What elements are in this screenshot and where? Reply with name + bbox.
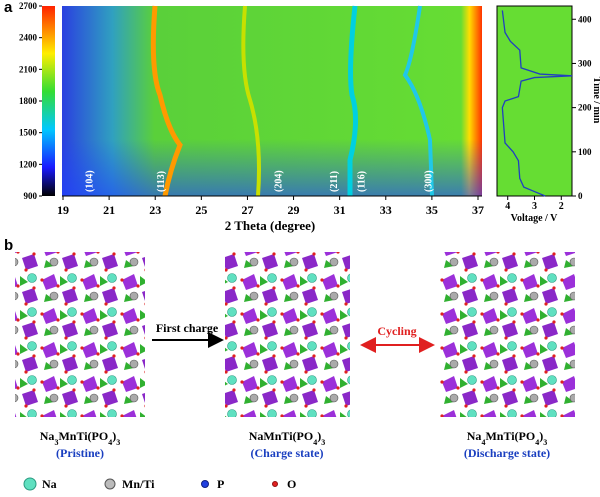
x-axis-label: 2 Theta (degree) (225, 218, 316, 233)
y-tick-label: 0 (578, 191, 583, 201)
colorbar-tick-label: 2100 (19, 64, 38, 74)
legend-label: Mn/Ti (122, 477, 155, 491)
x-tick-label: 27 (241, 203, 253, 217)
legend-marker (201, 480, 209, 488)
state-label: (Discharge state) (464, 446, 550, 460)
peak-label: (211) (329, 171, 340, 192)
x-axis-label: Voltage / V (511, 213, 558, 224)
formula-part: ) (539, 429, 543, 443)
formula-part: ) (317, 429, 321, 443)
legend-label: P (217, 477, 224, 491)
formula-part: 3 (321, 438, 325, 447)
y-axis-label: Time / min (591, 77, 600, 124)
x-tick-label: 33 (380, 203, 392, 217)
colorbar-tick-label: 2400 (19, 33, 38, 43)
formula-part: 4 (481, 438, 485, 447)
voltage-curve (501, 10, 573, 197)
x-tick-label: 21 (103, 203, 115, 217)
formula-part: MnTi(PO (58, 429, 108, 443)
panel-label: a (4, 0, 13, 16)
formula-part: Na (40, 429, 55, 443)
peak-trace (150, 5, 183, 197)
legend-marker (104, 478, 116, 490)
formula-part: 4 (535, 438, 539, 447)
y-tick-label: 300 (578, 58, 592, 68)
colorbar-tick-label: 900 (24, 191, 38, 201)
peak-trace (241, 5, 261, 197)
formula-part: 3 (543, 438, 547, 447)
legend-marker (272, 481, 278, 487)
legend-label: O (287, 477, 296, 491)
formula-part: Na (467, 429, 482, 443)
state-label: (Pristine) (56, 446, 104, 460)
legend-marker (23, 477, 37, 491)
peak-label: (204) (273, 170, 284, 192)
peak-label: (300) (423, 170, 434, 192)
crystal-structure (15, 252, 145, 417)
formula-part: NaMnTi(PO (249, 429, 313, 443)
peak-label: (113) (156, 171, 167, 192)
crystal-structure (225, 252, 350, 417)
formula-part: 3 (116, 438, 120, 447)
peak-label: (104) (84, 170, 95, 192)
arrow-label: First charge (156, 321, 219, 335)
crystal-structure (440, 252, 575, 417)
colorbar (42, 6, 55, 196)
x-tick-label: 37 (472, 203, 484, 217)
x-tick-label: 31 (334, 203, 346, 217)
arrow-label: Cycling (377, 324, 416, 338)
peak-trace (347, 5, 359, 196)
x-tick-label: 2 (559, 201, 564, 212)
colorbar-tick-label: 1800 (19, 96, 38, 106)
x-tick-label: 25 (195, 203, 207, 217)
formula: Na3MnTi(PO4)3 (40, 429, 120, 447)
colorbar-tick-label: 1500 (19, 128, 38, 138)
colorbar-tick-label: 1200 (19, 159, 38, 169)
formula: Na4MnTi(PO4)3 (467, 429, 547, 447)
peak-label: (116) (356, 171, 367, 192)
colorbar-tick-label: 2700 (19, 1, 38, 11)
state-label: (Charge state) (251, 446, 324, 460)
formula-part: ) (112, 429, 116, 443)
formula: NaMnTi(PO4)3 (249, 429, 325, 447)
panel-label: b (4, 237, 13, 254)
y-tick-label: 200 (578, 103, 592, 113)
formula-part: MnTi(PO (485, 429, 535, 443)
formula-part: 4 (108, 438, 112, 447)
x-tick-label: 19 (57, 203, 69, 217)
y-tick-label: 100 (578, 147, 592, 157)
x-tick-label: 3 (532, 201, 537, 212)
x-tick-label: 4 (505, 201, 510, 212)
legend-label: Na (42, 477, 57, 491)
heatmap-shade (62, 6, 482, 196)
peak-trace (402, 5, 434, 197)
voltage-panel (496, 5, 573, 197)
formula-part: 4 (313, 438, 317, 447)
x-tick-label: 23 (149, 203, 161, 217)
formula-part: 3 (54, 438, 58, 447)
y-tick-label: 400 (578, 14, 592, 24)
x-tick-label: 29 (288, 203, 300, 217)
x-tick-label: 35 (426, 203, 438, 217)
